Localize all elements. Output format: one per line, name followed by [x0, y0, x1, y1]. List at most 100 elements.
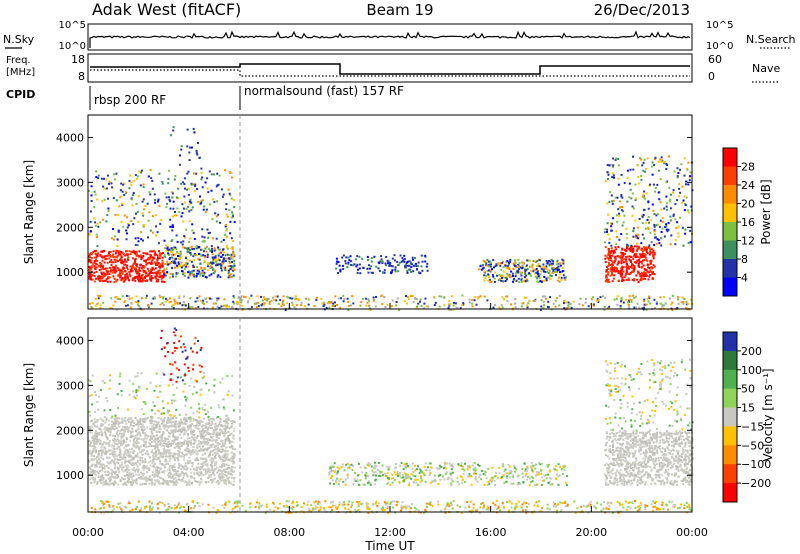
power-patch-ground-cell	[381, 303, 384, 306]
velocity-patch-main-grey-cell	[149, 443, 152, 446]
power-patch-evening-red-cell	[608, 258, 611, 261]
power-patch-evening-red-cell	[638, 262, 640, 265]
power-patch-evening-red-cell	[613, 269, 616, 272]
velocity-patch-main-grey-cell	[153, 472, 156, 475]
power-patch-afternoon-cell	[522, 262, 525, 265]
power-patch-sparse-left-cell	[96, 222, 99, 225]
velocity-patch-main-grey-cell	[135, 442, 138, 445]
power-patch-ground-cell	[628, 295, 631, 298]
power-patch-evening-red-cell	[641, 252, 644, 255]
power-patch-ground-cell	[90, 305, 93, 308]
velocity-patch-main-grey-cell	[139, 423, 142, 425]
power-patch-evening-sparse-cell	[665, 223, 668, 226]
power-patch-evening-sparse-cell	[669, 215, 672, 218]
velocity-patch-main-grey-cell	[118, 446, 121, 448]
power-patch-sparse-left-cell	[151, 187, 154, 190]
power-patch-sparse-left-cell	[126, 222, 129, 225]
velocity-patch-main-grey-cell	[137, 468, 140, 471]
power-patch-afternoon-cell	[536, 270, 539, 273]
velocity-patch-main-grey-cell	[154, 453, 157, 456]
power-patch-mid-blue-cell	[342, 254, 345, 257]
power-patch-sparse-left-cell	[201, 176, 204, 179]
power-patch-main-red-cell	[143, 276, 146, 279]
velocity-patch-main-grey-cell	[147, 477, 150, 480]
power-patch-main-red-cell	[135, 268, 137, 271]
velocity-patch-main-grey-cell	[102, 467, 105, 470]
power-patch-ground-cell	[262, 296, 265, 299]
power-patch-mixed-left-cell	[206, 253, 209, 256]
power-patch-sparse-left-cell	[186, 205, 189, 208]
power-patch-sparse-left-cell	[190, 209, 193, 211]
power-patch-evening-sparse-cell	[620, 194, 623, 197]
power-patch-ground-cell	[300, 304, 303, 307]
power-patch-sparse-left-cell	[233, 221, 236, 224]
velocity-patch-main-grey-cell	[162, 478, 165, 481]
velocity-patch-main-grey-cell	[156, 457, 159, 460]
power-patch-main-red-cell	[111, 271, 114, 274]
power-patch-main-red-cell	[143, 266, 145, 269]
velocity-patch-main-grey-cell	[102, 423, 105, 426]
velocity-patch-main-grey-cell	[228, 480, 231, 483]
power-patch-ground-cell	[325, 306, 328, 309]
velocity-patch-main-grey-cell	[128, 417, 131, 420]
power-patch-ground-cell	[471, 305, 474, 308]
velocity-patch-main-grey-cell	[159, 455, 162, 458]
velocity-patch-sparse-left-cell	[154, 412, 157, 415]
velocity-patch-main-grey-cell	[157, 416, 160, 419]
power-patch-evening-red-cell	[649, 269, 652, 272]
power-patch-main-red-cell	[91, 263, 94, 266]
power-patch-ground-cell	[262, 299, 264, 302]
power-patch-evening-sparse-cell	[606, 164, 609, 166]
power-patch-mixed-left-cell	[173, 246, 176, 249]
power-patch-evening-red-cell	[608, 261, 610, 264]
velocity-patch-main-grey-cell	[225, 428, 228, 431]
power-patch-evening-red-cell	[620, 258, 623, 261]
power-patch-evening-sparse-cell	[610, 225, 613, 228]
velocity-patch-main-grey-cell	[94, 435, 97, 438]
power-patch-main-red-cell	[138, 272, 141, 275]
power-patch-evening-sparse-cell	[663, 235, 666, 238]
velocity-patch-main-grey-cell	[203, 435, 206, 438]
power-patch-sparse-left-cell	[227, 188, 230, 191]
velocity-patch-main-grey-cell	[192, 442, 195, 445]
power-patch-afternoon-cell	[489, 262, 492, 265]
power-patch-sparse-left-cell	[168, 198, 171, 201]
velocity-patch-main-grey-cell	[194, 426, 197, 429]
power-patch-mixed-left-cell	[190, 245, 193, 248]
power-patch-evening-sparse-cell	[616, 236, 618, 238]
velocity-patch-main-grey-cell	[96, 470, 99, 473]
power-patch-main-red-cell	[124, 278, 127, 281]
power-patch-afternoon-cell	[546, 276, 549, 279]
power-patch-main-red-cell	[122, 266, 125, 269]
velocity-patch-main-grey-cell	[151, 465, 154, 468]
power-patch-ground-cell	[236, 303, 239, 306]
power-patch-main-red-cell	[132, 249, 135, 252]
power-patch-afternoon-cell	[543, 270, 546, 273]
power-patch-main-red-cell	[138, 268, 141, 271]
power-patch-sparse-left-cell	[191, 206, 194, 209]
power-patch-ground-cell	[630, 299, 633, 302]
power-patch-ground-cell	[473, 299, 476, 302]
velocity-patch-main-grey-cell	[136, 446, 139, 449]
power-patch-sparse-left-cell	[203, 236, 206, 239]
power-patch-mixed-left-cell	[170, 248, 173, 251]
velocity-patch-main-grey-cell	[175, 479, 178, 482]
power-patch-ground-cell	[554, 299, 557, 302]
power-patch-mid-blue-cell	[344, 262, 347, 265]
power-patch-ground-cell	[124, 304, 127, 307]
velocity-patch-main-grey-cell	[117, 468, 120, 470]
power-patch-ground-cell	[321, 302, 324, 305]
velocity-patch-main-grey-cell	[157, 421, 160, 424]
power-patch-sparse-left-cell	[195, 172, 198, 175]
velocity-patch-main-grey-cell	[209, 423, 212, 426]
power-patch-mid-blue-cell	[350, 264, 353, 266]
power-patch-mid-blue-cell	[380, 258, 383, 261]
power-patch-main-red-cell	[109, 250, 112, 253]
power-patch-sparse-left-cell	[183, 183, 186, 185]
velocity-patch-main-grey-cell	[168, 467, 171, 470]
power-patch-mixed-left-cell	[221, 253, 224, 256]
velocity-patch-main-grey-cell	[166, 480, 169, 482]
power-patch-mixed-left-cell	[196, 269, 199, 272]
power-patch-ground-cell	[443, 296, 446, 299]
power-patch-mixed-left-cell	[183, 274, 186, 277]
